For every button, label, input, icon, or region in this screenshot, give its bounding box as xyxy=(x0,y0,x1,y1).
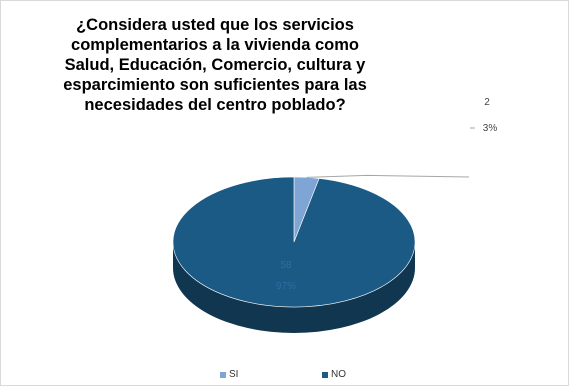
chart-legend: SI NO xyxy=(1,369,568,385)
legend-label-no: NO xyxy=(331,369,346,380)
data-label-no-value: 58 xyxy=(280,260,292,271)
data-label-si-percent: 3% xyxy=(483,123,498,134)
legend-swatch-si xyxy=(220,371,226,378)
pie-slice-no xyxy=(172,176,416,308)
data-label-si-value: 2 xyxy=(484,97,490,108)
data-label-no-percent: 97% xyxy=(276,281,296,292)
chart-title: ¿Considera usted que los servicios compl… xyxy=(63,16,367,114)
legend-label-si: SI xyxy=(229,369,239,380)
legend-item-si: SI xyxy=(220,369,238,380)
legend-item-no: NO xyxy=(322,369,346,380)
pie-side-no xyxy=(173,242,415,333)
legend-swatch-no xyxy=(322,371,328,378)
leader-line-si xyxy=(306,174,470,178)
